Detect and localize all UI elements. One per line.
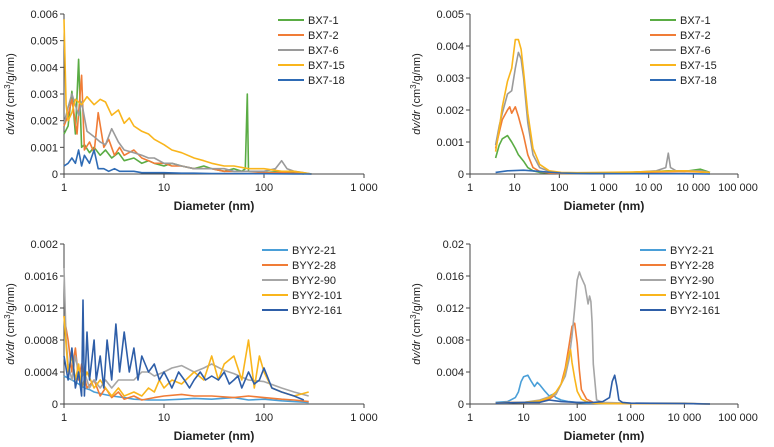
y-tick-label: 0.001 [436, 137, 464, 149]
legend-label: BYY2-101 [670, 290, 720, 302]
x-tick-label: 10 000 [668, 412, 702, 424]
y-tick-label: 0.0012 [24, 303, 58, 315]
legend-label: BX7-2 [680, 30, 711, 42]
series-line-BX7-18 [63, 149, 312, 175]
y-tick-label: 0.0008 [24, 335, 58, 347]
x-tick-label: 100 000 [718, 412, 758, 424]
chart-panel-2: 1 10 100 1 000 10 00 10 000 100 000 0 0.001 0.002… [409, 9, 758, 213]
y-tick-label: 0.006 [30, 9, 58, 21]
series-line-BYY2-21 [495, 374, 711, 405]
x-tick-label: 100 000 [718, 182, 758, 194]
y-tick-label: 0 [52, 399, 58, 411]
y-tick-label: 0.008 [436, 335, 464, 347]
x-tick-label: 1 [61, 182, 67, 194]
y-tick-label: 0.004 [436, 41, 464, 53]
y-axis-label: dv/dr (cm3/g/nm) [3, 283, 18, 365]
x-tick-label: 10 000 [677, 182, 711, 194]
x-tick-label: 100 [568, 412, 586, 424]
x-tick-label: 1 000 [350, 412, 378, 424]
y-tick-label: 0.0016 [24, 271, 58, 283]
legend-label: BX7-6 [308, 45, 339, 57]
legend-label: BX7-15 [680, 60, 717, 72]
legend-label: BYY2-90 [292, 275, 336, 287]
y-tick-label: 0.0004 [24, 367, 58, 379]
series-line-BYY2-28 [495, 322, 711, 405]
y-tick-label: 0.003 [436, 73, 464, 85]
x-tick-label: 10 00 [635, 182, 663, 194]
y-tick-label: 0.001 [30, 142, 58, 154]
legend-label: BX7-2 [308, 30, 339, 42]
legend-label: BYY2-101 [292, 290, 342, 302]
legend: BX7-1 BX7-2 BX7-6 BX7-15 BX7-18 [650, 15, 717, 87]
y-tick-label: 0.004 [30, 62, 58, 74]
x-axis-label: Diameter (nm) [174, 199, 255, 213]
y-tick-label: 0.002 [436, 105, 464, 117]
x-tick-label: 10 [509, 182, 521, 194]
legend-label: BYY2-21 [670, 245, 714, 257]
legend: BYY2-21 BYY2-28 BYY2-90 BYY2-101 BYY2-161 [640, 245, 720, 317]
y-tick-label: 0 [458, 399, 464, 411]
series-line-BYY2-90 [63, 267, 309, 397]
chart-panel-4: 1 10 100 1 000 10 000 100 000 0 0.004 0.008 0.012… [409, 239, 758, 443]
legend: BYY2-21 BYY2-28 BYY2-90 BYY2-101 BYY2-161 [262, 245, 342, 317]
x-tick-label: 10 [158, 182, 170, 194]
legend: BX7-1 BX7-2 BX7-6 BX7-15 BX7-18 [278, 15, 345, 87]
legend-label: BX7-18 [680, 75, 717, 87]
series-line-BYY2-101 [495, 348, 711, 405]
x-tick-label: 100 [550, 182, 568, 194]
y-axis-label: dv/dr (cm3/g/nm) [409, 53, 424, 135]
legend-label: BYY2-90 [670, 275, 714, 287]
y-tick-label: 0.005 [436, 9, 464, 21]
x-tick-label: 1 000 [617, 412, 645, 424]
y-axis-label: dv/dr (cm3/g/nm) [409, 283, 424, 365]
chart-panel-1: 1 10 100 1 000 0 0.001 0.002 0.003 0.004 0.005 0.0… [3, 9, 378, 213]
legend-label: BYY2-161 [292, 305, 342, 317]
x-axis-label: Diameter (nm) [564, 199, 645, 213]
x-tick-label: 100 [255, 182, 273, 194]
y-tick-label: 0.003 [30, 89, 58, 101]
y-tick-label: 0 [458, 169, 464, 181]
y-tick-label: 0 [52, 169, 58, 181]
x-tick-label: 10 [158, 412, 170, 424]
x-tick-label: 1 000 [590, 182, 618, 194]
series-line-BX7-18 [495, 169, 711, 175]
legend-label: BX7-1 [680, 15, 711, 27]
y-tick-label: 0.005 [30, 36, 58, 48]
legend-label: BX7-15 [308, 60, 345, 72]
legend-label: BYY2-28 [292, 260, 336, 272]
series-line-BX7-2 [63, 74, 312, 175]
y-tick-label: 0.002 [30, 116, 58, 128]
legend-label: BX7-1 [308, 15, 339, 27]
x-tick-label: 1 [467, 182, 473, 194]
y-axis-label: dv/dr (cm3/g/nm) [3, 53, 18, 135]
series-line-BX7-15 [494, 38, 711, 174]
legend-label: BX7-6 [680, 45, 711, 57]
x-tick-label: 1 000 [350, 182, 378, 194]
series-line-BYY2-21 [63, 375, 309, 404]
legend-label: BX7-18 [308, 75, 345, 87]
legend-label: BYY2-161 [670, 305, 720, 317]
x-axis-label: Diameter (nm) [564, 429, 645, 443]
y-tick-label: 0.004 [436, 367, 464, 379]
series-line-BX7-6 [63, 93, 312, 175]
x-axis-label: Diameter (nm) [174, 429, 255, 443]
x-tick-label: 10 [517, 412, 529, 424]
chart-panel-3: 1 10 100 1 000 0 0.0004 0.0008 0.0012 0.0016 0.00… [3, 239, 378, 443]
series-line-BX7-15 [63, 19, 312, 175]
legend-label: BYY2-21 [292, 245, 336, 257]
series-line-BYY2-161 [495, 374, 711, 405]
x-tick-label: 1 [467, 412, 473, 424]
legend-label: BYY2-28 [670, 260, 714, 272]
y-tick-label: 0.02 [443, 239, 464, 251]
x-tick-label: 1 [61, 412, 67, 424]
y-tick-label: 0.016 [436, 271, 464, 283]
series-line-BX7-1 [63, 58, 304, 175]
y-tick-label: 0.012 [436, 303, 464, 315]
x-tick-label: 100 [255, 412, 273, 424]
y-tick-label: 0.002 [30, 239, 58, 251]
series-line-BYY2-161 [63, 299, 305, 401]
